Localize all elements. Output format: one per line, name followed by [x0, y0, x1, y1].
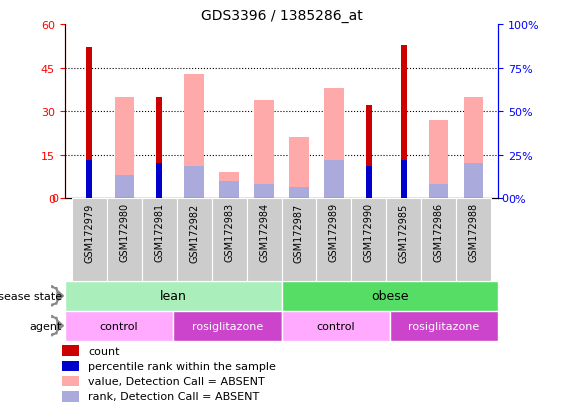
Bar — [456, 199, 491, 281]
Text: GSM172987: GSM172987 — [294, 203, 304, 262]
Bar — [86, 48, 92, 199]
Bar — [421, 199, 456, 281]
Bar — [72, 199, 107, 281]
Text: GSM172982: GSM172982 — [189, 203, 199, 262]
Bar — [316, 199, 351, 281]
Bar — [62, 345, 79, 356]
Bar — [401, 45, 407, 199]
Bar — [351, 199, 386, 281]
FancyArrow shape — [52, 316, 64, 336]
Bar — [324, 89, 343, 199]
Text: GSM172980: GSM172980 — [119, 203, 129, 262]
Text: 0: 0 — [501, 194, 508, 204]
Bar — [282, 311, 390, 341]
Bar — [177, 199, 212, 281]
Text: obese: obese — [371, 290, 409, 303]
Bar — [185, 167, 204, 199]
Bar — [114, 97, 134, 199]
Bar — [86, 161, 92, 199]
Bar — [65, 281, 282, 311]
Bar — [429, 184, 449, 199]
Bar — [107, 199, 142, 281]
Text: GSM172979: GSM172979 — [84, 203, 94, 262]
Title: GDS3396 / 1385286_at: GDS3396 / 1385286_at — [200, 9, 363, 23]
Text: 0: 0 — [51, 194, 58, 204]
Bar — [429, 121, 449, 199]
Text: GSM172985: GSM172985 — [399, 203, 409, 262]
Bar — [62, 361, 79, 371]
Bar — [62, 376, 79, 387]
Bar — [220, 173, 239, 199]
Bar — [212, 199, 247, 281]
Bar — [282, 281, 498, 311]
Text: GSM172984: GSM172984 — [259, 203, 269, 262]
Text: GSM172989: GSM172989 — [329, 203, 339, 262]
Text: rosiglitazone: rosiglitazone — [408, 321, 480, 331]
Text: GSM172990: GSM172990 — [364, 203, 374, 262]
Bar — [366, 167, 372, 199]
Bar — [156, 97, 162, 199]
Text: agent: agent — [29, 321, 62, 331]
Bar — [247, 199, 282, 281]
Bar — [114, 176, 134, 199]
Text: value, Detection Call = ABSENT: value, Detection Call = ABSENT — [88, 376, 265, 386]
Bar — [464, 164, 484, 199]
Text: control: control — [100, 321, 138, 331]
Bar — [282, 199, 316, 281]
Bar — [254, 100, 274, 199]
Text: GSM172988: GSM172988 — [469, 203, 479, 262]
Bar — [390, 311, 498, 341]
Bar — [464, 97, 484, 199]
Bar — [185, 74, 204, 199]
Text: lean: lean — [160, 290, 186, 303]
Bar — [220, 181, 239, 199]
Bar — [289, 138, 309, 199]
Text: GSM172986: GSM172986 — [434, 203, 444, 262]
Bar — [401, 161, 407, 199]
Bar — [173, 311, 282, 341]
Text: GSM172983: GSM172983 — [224, 203, 234, 262]
Bar — [142, 199, 177, 281]
Bar — [366, 106, 372, 199]
Text: rosiglitazone: rosiglitazone — [191, 321, 263, 331]
Bar — [62, 391, 79, 401]
Text: count: count — [88, 346, 120, 356]
Text: GSM172981: GSM172981 — [154, 203, 164, 262]
Text: percentile rank within the sample: percentile rank within the sample — [88, 361, 276, 371]
FancyArrow shape — [52, 286, 64, 306]
Bar — [254, 184, 274, 199]
Text: disease state: disease state — [0, 291, 62, 301]
Bar — [289, 187, 309, 199]
Text: rank, Detection Call = ABSENT: rank, Detection Call = ABSENT — [88, 392, 260, 401]
Text: control: control — [316, 321, 355, 331]
Bar — [386, 199, 421, 281]
Bar — [324, 161, 343, 199]
Bar — [156, 164, 162, 199]
Bar — [65, 311, 173, 341]
